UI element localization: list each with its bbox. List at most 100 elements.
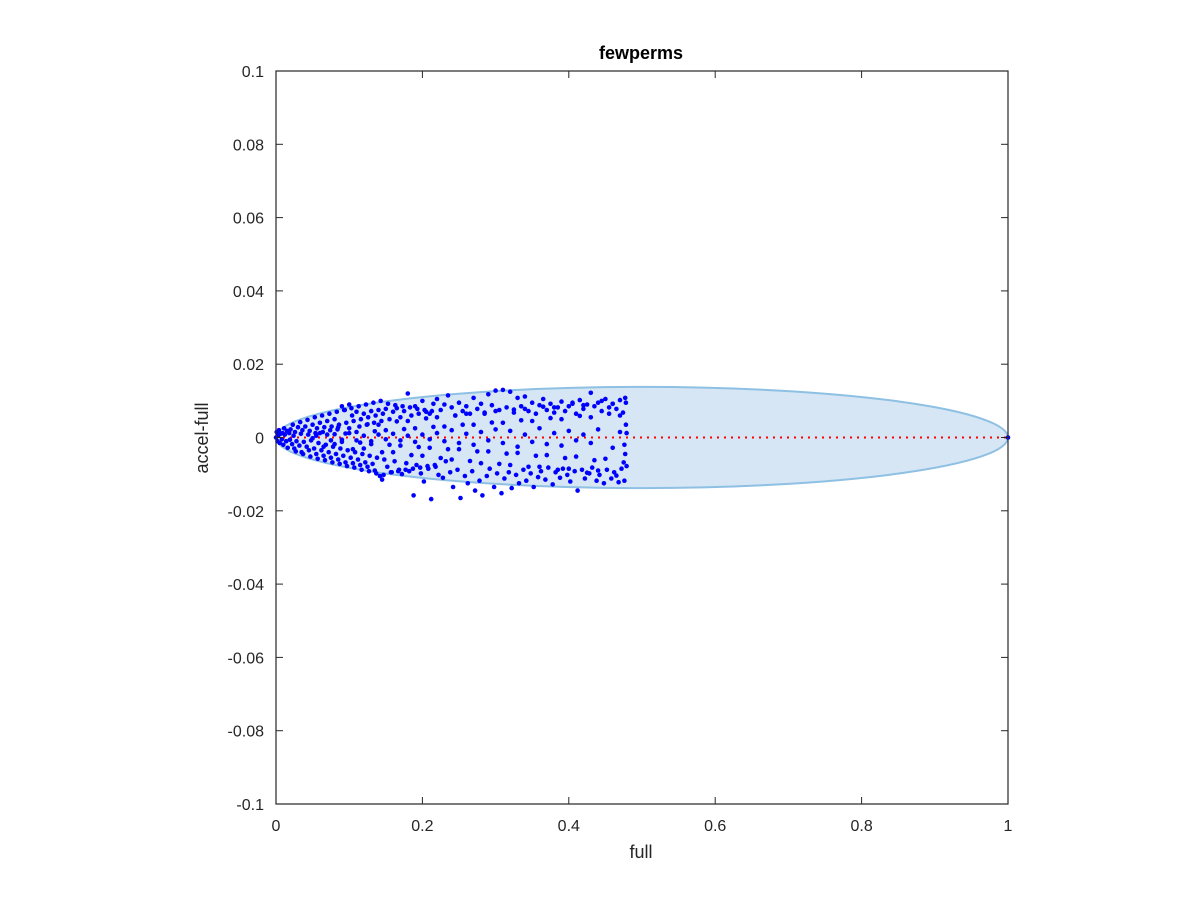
data-point [305,432,311,437]
data-point [559,416,564,422]
data-point [537,426,542,431]
data-point [610,445,615,451]
data-point [604,467,610,473]
data-point [537,464,542,470]
data-point [460,422,466,428]
data-point [406,468,412,474]
data-point [592,404,597,409]
data-point [621,460,626,465]
data-point [350,460,356,466]
data-point [438,407,444,413]
data-point [581,432,586,437]
data-point [515,395,520,401]
data-point [312,415,318,420]
data-point [595,400,601,406]
data-point [330,460,335,465]
data-point [445,393,451,398]
data-point [387,416,392,422]
data-point [584,402,590,407]
y-tick-label: 0 [255,431,264,448]
x-tick-label: 0 [272,818,281,835]
data-point [339,404,345,409]
data-point [480,493,485,498]
data-point [609,476,614,481]
data-point [620,410,626,415]
data-point [623,422,629,428]
data-point [538,468,544,474]
y-tick-label: 0.02 [233,357,264,374]
data-point [293,449,299,454]
data-point [622,478,627,484]
data-point [588,415,594,420]
data-point [368,438,374,444]
data-point [327,411,332,417]
data-point [529,400,535,406]
data-point [338,446,343,451]
data-point [308,454,313,459]
y-axis-label: accel-full [192,402,212,473]
data-point [327,427,333,433]
data-point [405,418,411,424]
data-points-layer [273,387,1011,502]
data-point [370,461,375,467]
data-point [543,477,548,482]
data-point [559,399,564,404]
data-point [462,473,468,479]
data-point [398,443,403,448]
data-point [546,465,551,470]
y-tick-label: 0.08 [233,137,264,154]
x-tick-label: 0.4 [558,818,580,835]
data-point [354,409,359,415]
data-point [500,440,506,446]
data-point [335,424,341,430]
data-point [548,401,553,407]
data-point [365,415,371,420]
data-point [493,388,498,393]
data-point [442,402,447,407]
data-point [464,404,469,409]
data-point [311,446,317,451]
data-point [415,406,420,412]
data-point [346,430,352,436]
data-point [572,468,577,474]
data-point [427,437,433,442]
y-tick-label: -0.06 [228,650,265,667]
data-point [529,439,535,445]
data-point [551,430,557,436]
data-point [363,460,368,465]
data-point [429,408,435,414]
data-point [322,424,327,430]
data-point [442,438,447,444]
data-point [380,411,386,417]
data-point [288,427,293,432]
data-point [438,455,444,461]
y-tick-label: -0.1 [236,797,264,814]
data-point [427,445,433,451]
data-point [460,408,466,414]
data-point [526,408,531,414]
data-point [622,451,628,457]
data-point [334,409,340,415]
data-point [409,413,414,418]
data-point [343,460,348,465]
data-point [619,466,624,472]
data-point [581,402,586,408]
data-point [560,466,566,472]
data-point [450,484,456,490]
data-point [324,418,330,424]
data-point [301,439,307,445]
data-point [504,451,509,456]
data-point [599,398,604,404]
data-point [486,449,491,454]
data-point [376,422,381,428]
data-point [535,474,541,480]
data-point [350,446,356,452]
data-point [617,429,623,435]
data-point [392,459,397,464]
data-point [522,406,528,412]
data-point [295,424,301,430]
data-point [458,495,463,501]
data-point [407,405,413,410]
data-point [412,439,418,445]
data-point [581,406,586,412]
